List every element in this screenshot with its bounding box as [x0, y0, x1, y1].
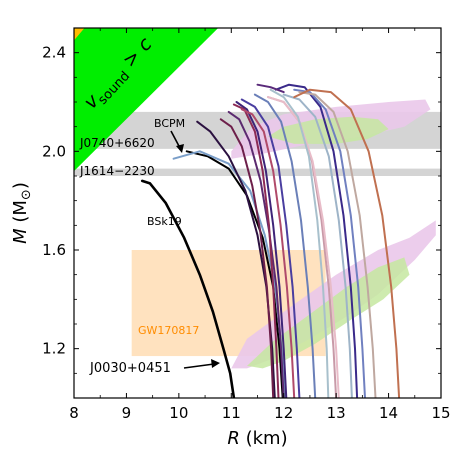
- y-tick-label: 1.6: [42, 241, 66, 259]
- y-tick-label: 2.0: [42, 142, 66, 160]
- bcpm-label: BCPM: [154, 117, 185, 130]
- x-tick-label: 11: [222, 404, 241, 422]
- j0030-arrow-head: [211, 359, 220, 368]
- bcpm-arrow-head: [176, 144, 184, 153]
- eos-curve-14: [269, 88, 330, 398]
- eos-curve-16: [274, 83, 359, 398]
- eos-curve-5: [219, 118, 275, 398]
- bcpm-arrow-line: [170, 130, 181, 149]
- eos-curve-13: [267, 96, 340, 398]
- x-tick-label: 13: [327, 404, 346, 422]
- eos-curve-20: [293, 88, 401, 398]
- band-label-j0740: J0740+6620: [79, 136, 155, 150]
- causality-region: [74, 28, 219, 172]
- x-tick-label: 15: [431, 404, 450, 422]
- eos-curve-9: [240, 108, 296, 398]
- eos-curve-11: [253, 93, 317, 398]
- j0030-label: J0030+0451: [89, 361, 171, 376]
- eos-curve-15: [282, 93, 353, 398]
- causality-corner: [74, 28, 85, 41]
- y-axis-label: M (M⊙): [10, 182, 34, 244]
- eos-curve-18: [298, 91, 377, 398]
- x-axis-label: R (km): [227, 428, 287, 449]
- x-tick-label: 10: [169, 404, 188, 422]
- bsk19-label: BSk19: [147, 215, 182, 228]
- y-tick-label: 1.2: [42, 340, 66, 358]
- gw170817-label: GW170817: [138, 324, 199, 337]
- eos-curve-6: [227, 110, 285, 398]
- eos-curve-2: [185, 150, 284, 398]
- eos-curve-10: [240, 98, 301, 398]
- eos-curve-1: [140, 179, 236, 398]
- x-tick-label: 14: [379, 404, 398, 422]
- eos-curve-8: [232, 103, 280, 398]
- nicer-j0030-inner: [247, 257, 410, 369]
- y-tick-label: 2.4: [42, 44, 66, 62]
- eos-curve-19: [256, 83, 285, 94]
- x-tick-label: 8: [69, 404, 79, 422]
- j0030-arrow-line: [183, 363, 215, 369]
- x-tick-label: 12: [274, 404, 293, 422]
- x-tick-label: 9: [122, 404, 132, 422]
- band-label-j1614: J1614−2230: [79, 164, 155, 178]
